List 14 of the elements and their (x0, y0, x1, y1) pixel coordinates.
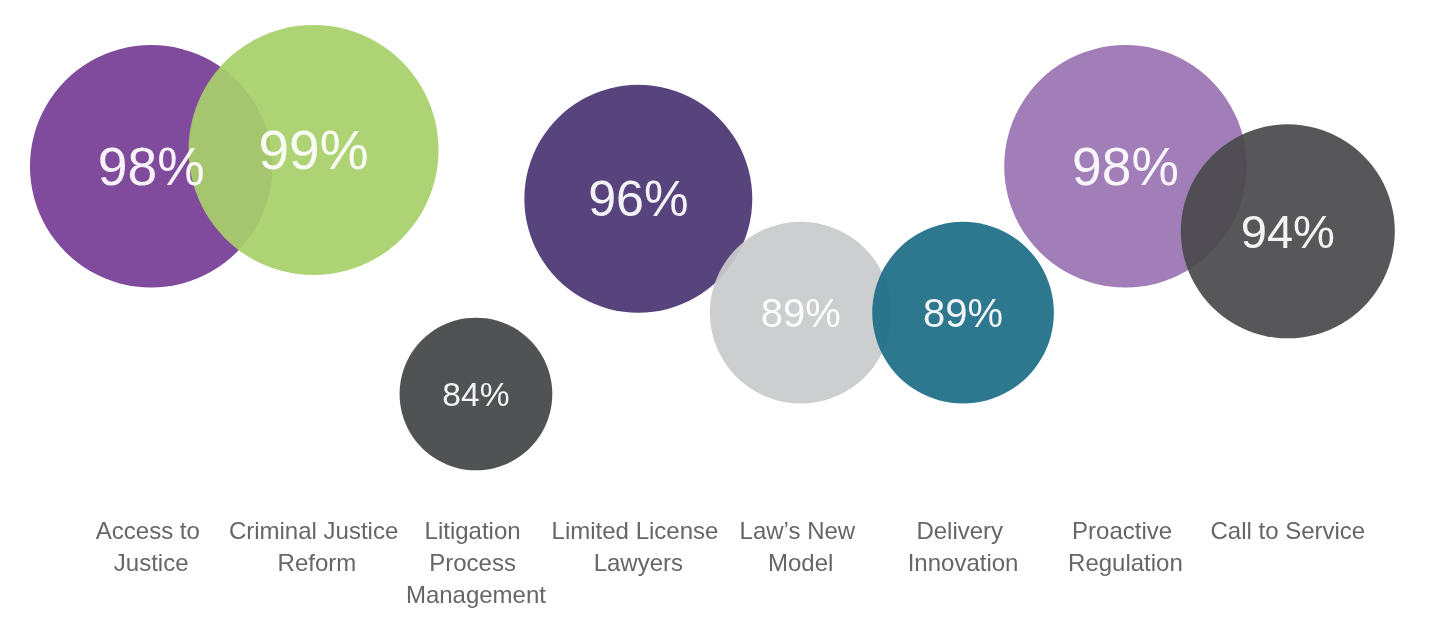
data-label: 84% (442, 375, 510, 413)
category-label: Delivery Innovation (907, 516, 1019, 576)
category-label: Access to Justice (95, 516, 207, 576)
data-label: 94% (1240, 204, 1335, 258)
category-label: Litigation Process Management (405, 516, 547, 608)
category-label: Criminal Justice Reform (228, 516, 399, 576)
category-label: Proactive Regulation (1068, 516, 1183, 576)
data-label: 96% (588, 170, 689, 227)
category-label: Law’s New Model (739, 516, 862, 576)
data-label: 89% (923, 290, 1004, 335)
category-label: Call to Service (1210, 516, 1366, 544)
category-label: Limited License Lawyers (551, 516, 726, 576)
data-label: 99% (258, 119, 369, 181)
data-label: 98% (1072, 136, 1179, 196)
